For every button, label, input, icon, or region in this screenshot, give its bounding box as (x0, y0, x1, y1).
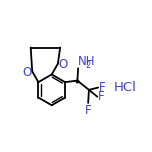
Text: O: O (22, 66, 31, 79)
Text: F: F (98, 90, 105, 103)
Text: HCl: HCl (113, 81, 136, 94)
Text: NH: NH (77, 55, 95, 67)
Text: F: F (99, 81, 105, 94)
Text: 2: 2 (85, 61, 90, 70)
Text: F: F (85, 104, 92, 117)
Text: O: O (59, 58, 68, 71)
